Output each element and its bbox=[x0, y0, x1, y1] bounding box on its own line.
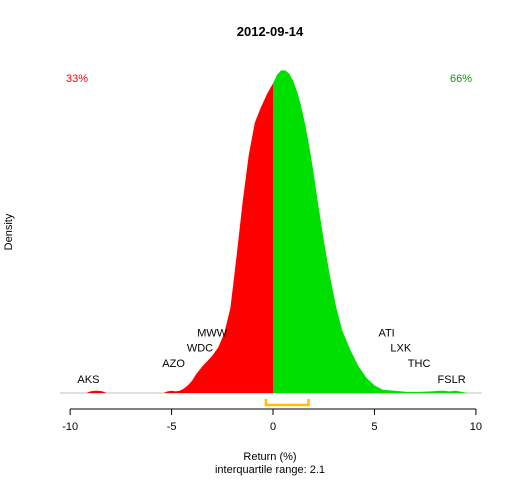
y-axis-label: Density bbox=[3, 213, 15, 250]
ticker-label: AZO bbox=[162, 358, 185, 370]
ticker-label: WDC bbox=[187, 343, 213, 355]
x-axis-label: Return (%) bbox=[243, 451, 296, 463]
iqr-bracket bbox=[264, 399, 310, 407]
ticker-label: LXK bbox=[390, 343, 411, 355]
x-tick-label: 0 bbox=[270, 421, 276, 433]
ticker-label: AKS bbox=[77, 374, 99, 386]
negative-share-label: 33% bbox=[66, 73, 88, 85]
x-tick-label: 10 bbox=[470, 421, 482, 433]
ticker-label: ATI bbox=[378, 327, 394, 339]
positive-density-area bbox=[273, 70, 468, 394]
ticker-label: THC bbox=[408, 358, 431, 370]
x-tick-label: -10 bbox=[62, 421, 78, 433]
iqr-caption: interquartile range: 2.1 bbox=[215, 464, 325, 476]
x-tick-label: 5 bbox=[371, 421, 377, 433]
x-tick-label: -5 bbox=[167, 421, 177, 433]
positive-share-label: 66% bbox=[450, 73, 472, 85]
ticker-label: MWW bbox=[197, 327, 228, 339]
chart-title: 2012-09-14 bbox=[237, 24, 304, 39]
ticker-label: FSLR bbox=[438, 374, 466, 386]
negative-density-area bbox=[86, 83, 274, 394]
